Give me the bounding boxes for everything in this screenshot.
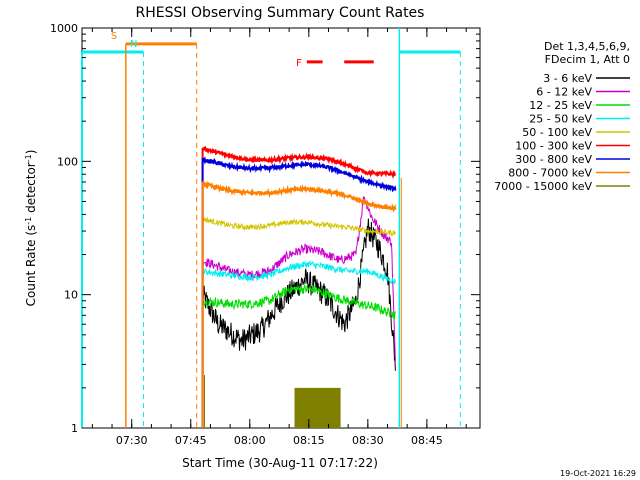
y-tick-label: 1000 (50, 22, 78, 35)
status-label-f: F (296, 58, 302, 69)
series-800-7000-kev (201, 180, 397, 428)
plot-frame (81, 27, 481, 429)
series-300-800-kev (201, 156, 397, 428)
y-axis-label-middle: detector (24, 162, 38, 217)
legend-label: 3 - 6 keV (543, 72, 592, 85)
status-label-s: S (111, 31, 117, 42)
y-axis-label-start: Count Rate (s (24, 225, 38, 307)
status-label-n: N (130, 39, 137, 50)
x-tick-label: 07:30 (116, 434, 148, 447)
legend-label: 100 - 300 keV (515, 140, 592, 153)
legend-label: 300 - 800 keV (515, 153, 592, 166)
x-tick-label: 07:45 (175, 434, 207, 447)
x-axis-label: Start Time (30-Aug-11 07:17:22) (182, 456, 378, 470)
legend-label: 800 - 7000 keV (508, 167, 592, 180)
series-50-100-kev (202, 216, 396, 428)
x-tick-label: 08:30 (352, 434, 384, 447)
legend-label: 12 - 25 keV (529, 99, 592, 112)
legend-label: 25 - 50 keV (529, 113, 592, 126)
legend-header-line-2: FDecim 1, Att 0 (545, 53, 630, 66)
y-axis-label-sup1: -1 (24, 217, 33, 225)
footer-date: 19-Oct-2021 16:29 (560, 469, 636, 478)
y-tick-label: 10 (64, 289, 78, 302)
y-axis-label-end: ) (24, 150, 38, 155)
legend-label: 7000 - 15000 keV (494, 180, 592, 193)
x-tick-label: 08:15 (293, 434, 325, 447)
legend-label: 50 - 100 keV (522, 126, 592, 139)
y-axis-label: Count Rate (s-1 detector-1) (24, 150, 39, 307)
series-7000-15000-kev (204, 374, 341, 428)
axes: 1 10 100 1000 07:30 07:45 08:00 08:15 08:30 08:45 (50, 22, 480, 447)
y-tick-label: 1 (71, 422, 78, 435)
x-tick-label: 08:45 (411, 434, 443, 447)
chart-title: RHESSI Observing Summary Count Rates (136, 5, 425, 21)
y-axis-label-sup2: -1 (24, 154, 33, 162)
plot-marks: S N F (81, 28, 461, 428)
legend-header-line-1: Det 1,3,4,5,6,9, (544, 40, 630, 53)
legend-label: 6 - 12 keV (536, 86, 592, 99)
series-25-50-kev (202, 259, 396, 428)
series-100-300-kev (201, 145, 397, 428)
x-tick-label: 08:00 (234, 434, 266, 447)
series-12-25-kev (202, 284, 396, 428)
y-tick-label: 100 (57, 155, 78, 168)
